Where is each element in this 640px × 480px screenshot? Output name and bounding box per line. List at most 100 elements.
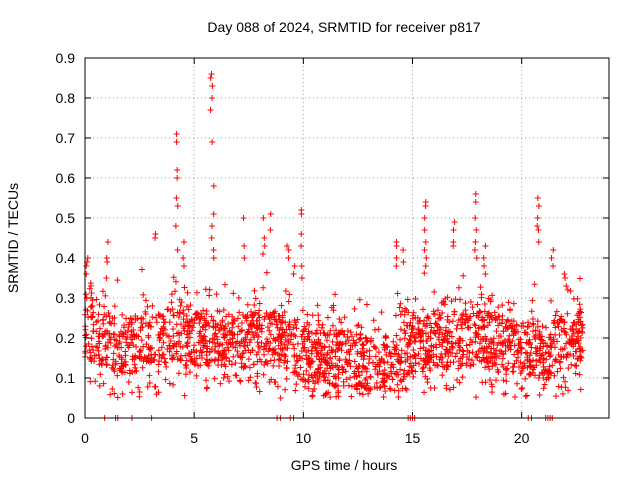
data-point [229,335,236,342]
data-point [173,321,180,328]
data-point [267,340,274,347]
data-point [290,271,297,277]
data-point [450,243,457,249]
data-point [94,317,101,324]
data-point [523,392,530,399]
data-point [332,353,339,360]
data-point [135,384,142,391]
data-point [271,379,278,386]
data-point [449,344,456,351]
data-point [550,320,557,327]
data-point [305,354,312,361]
data-point [390,338,397,345]
data-point [558,313,565,320]
data-point [210,183,217,189]
data-point [426,365,433,372]
data-point [335,345,342,352]
data-point [182,361,189,368]
data-point [315,321,322,328]
data-point [105,309,112,316]
data-point [499,361,506,368]
data-point [530,321,537,328]
data-point [209,139,216,145]
data-point [371,326,378,333]
data-point [233,372,240,379]
data-point [469,304,476,311]
data-point [302,383,309,390]
data-point [567,326,574,333]
data-point [389,376,396,383]
data-point [298,275,305,281]
data-point [552,324,559,331]
data-point [316,340,323,347]
data-point [223,339,230,346]
data-point [552,393,559,400]
data-point [162,359,169,366]
data-point [424,314,431,321]
data-point [489,389,496,396]
data-point [145,352,152,359]
data-point [478,291,485,298]
data-point [464,324,471,331]
data-point [113,337,120,344]
data-point [345,348,352,355]
data-point [200,333,207,340]
data-point [245,328,252,335]
data-point [562,329,569,336]
data-point [511,351,518,358]
data-point [526,352,533,359]
data-point [500,363,507,370]
data-point [292,387,299,394]
data-point [574,355,581,362]
data-point [188,327,195,334]
data-point [132,354,139,361]
data-point [384,359,391,366]
data-point [485,309,492,316]
data-point [556,331,563,338]
data-point [494,366,501,373]
data-point [363,375,370,382]
data-point [560,353,567,360]
data-point [146,372,153,379]
data-point [119,330,126,337]
data-point [547,343,554,350]
data-point [183,357,190,364]
data-point [189,324,196,331]
data-point [553,308,560,315]
data-point [253,351,260,358]
data-point [186,369,193,376]
data-point [431,311,438,318]
data-point [500,377,507,384]
data-point [417,334,424,341]
data-point [454,376,461,383]
data-point [451,219,458,225]
data-point [136,388,143,395]
data-point [457,355,464,362]
data-point [440,336,447,343]
data-point [534,223,541,229]
data-point [124,327,131,334]
data-point [168,299,175,306]
data-point [208,71,215,77]
data-point [275,331,282,338]
data-point [251,287,258,294]
data-point [502,323,509,330]
data-point [414,314,421,321]
data-point [472,338,479,345]
y-tick-label: 0.1 [56,370,76,386]
data-point [305,371,312,378]
data-point [122,348,129,355]
data-point [198,349,205,356]
data-point [543,376,550,383]
data-point [173,131,180,137]
data-point [151,383,158,390]
data-point [204,384,211,391]
data-point [104,344,111,351]
data-point [247,336,254,343]
data-point [305,385,312,392]
data-point [422,330,429,337]
data-point [243,315,250,322]
data-point [316,356,323,363]
data-point [230,316,237,323]
